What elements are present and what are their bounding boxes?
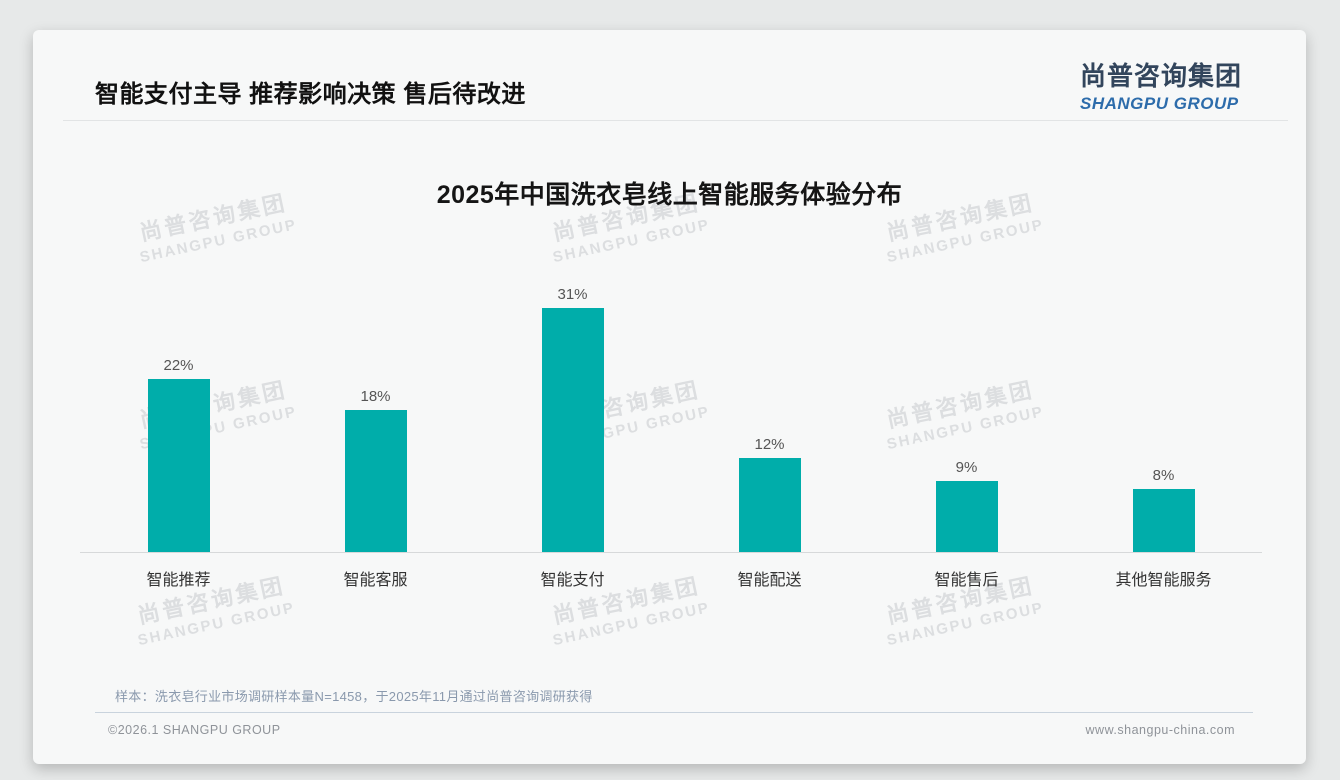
- category-label: 智能推荐: [146, 572, 211, 589]
- bar-slot: 8%: [1065, 467, 1262, 552]
- logo-english-text: SHANGPU GROUP: [1079, 94, 1239, 113]
- company-logo: 尚普咨询集团 SHANGPU GROUP: [1080, 56, 1242, 114]
- bar-value-label: 12%: [754, 436, 785, 453]
- bar-value-label: 22%: [163, 357, 194, 374]
- category-label: 智能配送: [737, 572, 802, 589]
- watermark-english: SHANGPU GROUP: [885, 599, 1046, 650]
- bar-slot: 22%: [80, 357, 277, 552]
- bar-chart: 22% 18% 31% 12% 9% 8% 智能推荐 智能客服 智能支付 智能配送 智能售后 其他智…: [80, 270, 1262, 590]
- watermark-english: SHANGPU GROUP: [551, 599, 712, 650]
- bar-slot: 12%: [671, 436, 868, 552]
- bar: [1132, 489, 1195, 552]
- bar-slot: 31%: [474, 286, 671, 552]
- bar: [344, 410, 407, 552]
- category-label: 智能客服: [343, 572, 408, 589]
- bar-slot: 18%: [277, 388, 474, 552]
- header-divider: [63, 120, 1288, 121]
- chart-title: 2025年中国洗衣皂线上智能服务体验分布: [436, 181, 903, 209]
- category-label: 智能售后: [934, 572, 999, 589]
- bar-value-label: 31%: [557, 286, 588, 303]
- bar: [541, 308, 604, 552]
- website-url: www.shangpu-china.com: [1085, 723, 1235, 737]
- category-row: 智能推荐 智能客服 智能支付 智能配送 智能售后 其他智能服务: [80, 566, 1262, 590]
- bar: [738, 458, 801, 552]
- sample-note: 样本：洗衣皂行业市场调研样本量N=1458，于2025年11月通过尚普咨询调研获…: [115, 689, 593, 704]
- page-title: 智能支付主导 推荐影响决策 售后待改进: [95, 81, 526, 108]
- category-label: 其他智能服务: [1115, 572, 1212, 589]
- copyright-text: ©2026.1 SHANGPU GROUP: [108, 723, 281, 737]
- bar-value-label: 9%: [955, 459, 978, 476]
- watermark-english: SHANGPU GROUP: [885, 216, 1046, 267]
- bar-slot: 9%: [868, 459, 1065, 552]
- category-label: 智能支付: [540, 572, 605, 589]
- watermark-english: SHANGPU GROUP: [136, 599, 297, 650]
- plot-area: 22% 18% 31% 12% 9% 8%: [80, 270, 1262, 553]
- watermark-english: SHANGPU GROUP: [551, 216, 712, 267]
- bar: [935, 481, 998, 552]
- bar-value-label: 18%: [360, 388, 391, 405]
- watermark-english: SHANGPU GROUP: [138, 216, 299, 267]
- logo-chinese-text: 尚普咨询集团: [1079, 61, 1242, 91]
- bar: [147, 379, 210, 552]
- slide-card: 尚普咨询集团 SHANGPU GROUP 尚普咨询集团 SHANGPU GROUP 尚普…: [33, 30, 1306, 764]
- footer-divider: [95, 712, 1253, 713]
- bar-value-label: 8%: [1152, 467, 1175, 484]
